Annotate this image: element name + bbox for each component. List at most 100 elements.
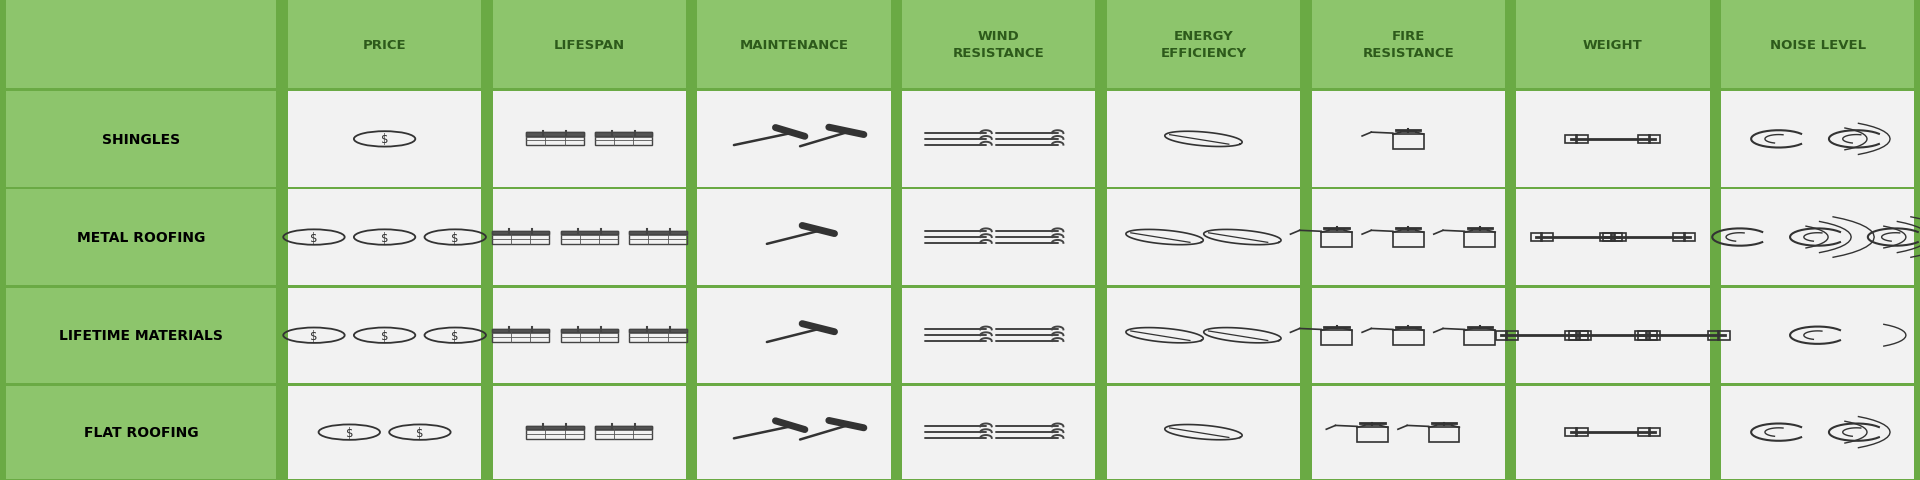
Bar: [1638, 331, 1649, 340]
Bar: [492, 329, 549, 342]
Bar: [630, 329, 687, 342]
Bar: [561, 329, 618, 342]
Bar: [630, 329, 687, 332]
Bar: [1603, 233, 1615, 242]
Text: FIRE
RESISTANCE: FIRE RESISTANCE: [1363, 30, 1453, 60]
FancyBboxPatch shape: [1311, 1, 1505, 89]
Bar: [1645, 331, 1657, 340]
FancyBboxPatch shape: [1311, 288, 1505, 383]
FancyBboxPatch shape: [1720, 288, 1914, 383]
Bar: [1565, 331, 1576, 340]
Bar: [1565, 428, 1576, 437]
Bar: [561, 231, 618, 244]
Text: ENERGY
EFFICIENCY: ENERGY EFFICIENCY: [1160, 30, 1246, 60]
Bar: [1709, 331, 1720, 340]
Bar: [1321, 331, 1352, 345]
Bar: [1565, 135, 1576, 144]
Text: WEIGHT: WEIGHT: [1584, 39, 1644, 52]
FancyBboxPatch shape: [1106, 190, 1300, 285]
Bar: [1636, 331, 1647, 340]
Bar: [1542, 233, 1553, 242]
Bar: [595, 133, 653, 146]
Bar: [595, 426, 653, 439]
Bar: [595, 426, 653, 429]
FancyBboxPatch shape: [902, 92, 1094, 187]
FancyBboxPatch shape: [902, 190, 1094, 285]
Bar: [1599, 233, 1611, 242]
Text: $: $: [417, 426, 424, 439]
Bar: [1321, 233, 1352, 247]
Bar: [1507, 331, 1519, 340]
FancyBboxPatch shape: [1106, 288, 1300, 383]
FancyBboxPatch shape: [1106, 386, 1300, 479]
Text: $: $: [380, 231, 388, 244]
Bar: [1392, 331, 1423, 345]
Text: $: $: [451, 231, 459, 244]
Bar: [492, 329, 549, 332]
FancyBboxPatch shape: [1517, 190, 1709, 285]
Bar: [1649, 331, 1661, 340]
Text: $: $: [380, 329, 388, 342]
Bar: [1576, 135, 1588, 144]
Bar: [561, 231, 618, 234]
Text: $: $: [451, 329, 459, 342]
FancyBboxPatch shape: [697, 1, 891, 89]
FancyBboxPatch shape: [902, 1, 1094, 89]
Text: $: $: [311, 329, 317, 342]
Bar: [1392, 135, 1423, 149]
FancyBboxPatch shape: [902, 386, 1094, 479]
Text: LIFESPAN: LIFESPAN: [553, 39, 624, 52]
FancyBboxPatch shape: [1517, 386, 1709, 479]
FancyBboxPatch shape: [1720, 92, 1914, 187]
Bar: [526, 133, 584, 146]
Text: NOISE LEVEL: NOISE LEVEL: [1770, 39, 1866, 52]
FancyBboxPatch shape: [697, 386, 891, 479]
Bar: [1649, 428, 1661, 437]
FancyBboxPatch shape: [493, 288, 685, 383]
FancyBboxPatch shape: [902, 288, 1094, 383]
FancyBboxPatch shape: [697, 92, 891, 187]
Bar: [526, 426, 584, 439]
Bar: [526, 426, 584, 429]
FancyBboxPatch shape: [1720, 1, 1914, 89]
FancyBboxPatch shape: [6, 92, 276, 187]
FancyBboxPatch shape: [6, 190, 276, 285]
Text: $: $: [311, 231, 317, 244]
Bar: [1496, 331, 1507, 340]
Bar: [1649, 135, 1661, 144]
Bar: [492, 231, 549, 244]
Text: MAINTENANCE: MAINTENANCE: [739, 39, 849, 52]
Bar: [1718, 331, 1730, 340]
Bar: [1392, 233, 1423, 247]
FancyBboxPatch shape: [1517, 288, 1709, 383]
FancyBboxPatch shape: [697, 288, 891, 383]
FancyBboxPatch shape: [493, 190, 685, 285]
FancyBboxPatch shape: [1517, 1, 1709, 89]
Bar: [630, 231, 687, 244]
FancyBboxPatch shape: [1517, 92, 1709, 187]
Bar: [1672, 233, 1684, 242]
Text: PRICE: PRICE: [363, 39, 407, 52]
FancyBboxPatch shape: [288, 1, 482, 89]
FancyBboxPatch shape: [493, 1, 685, 89]
Text: LIFETIME MATERIALS: LIFETIME MATERIALS: [60, 328, 223, 343]
Text: $: $: [380, 133, 388, 146]
Text: METAL ROOFING: METAL ROOFING: [77, 230, 205, 244]
FancyBboxPatch shape: [1311, 92, 1505, 187]
Bar: [630, 231, 687, 234]
FancyBboxPatch shape: [1720, 190, 1914, 285]
Bar: [1580, 331, 1592, 340]
FancyBboxPatch shape: [288, 288, 482, 383]
FancyBboxPatch shape: [1311, 190, 1505, 285]
FancyBboxPatch shape: [493, 386, 685, 479]
Bar: [1530, 233, 1542, 242]
Bar: [1428, 428, 1459, 442]
Text: WIND
RESISTANCE: WIND RESISTANCE: [952, 30, 1044, 60]
Bar: [1357, 428, 1388, 442]
FancyBboxPatch shape: [288, 92, 482, 187]
FancyBboxPatch shape: [288, 386, 482, 479]
Text: FLAT ROOFING: FLAT ROOFING: [84, 425, 198, 439]
Bar: [1465, 331, 1496, 345]
Bar: [1576, 331, 1588, 340]
Bar: [1465, 233, 1496, 247]
